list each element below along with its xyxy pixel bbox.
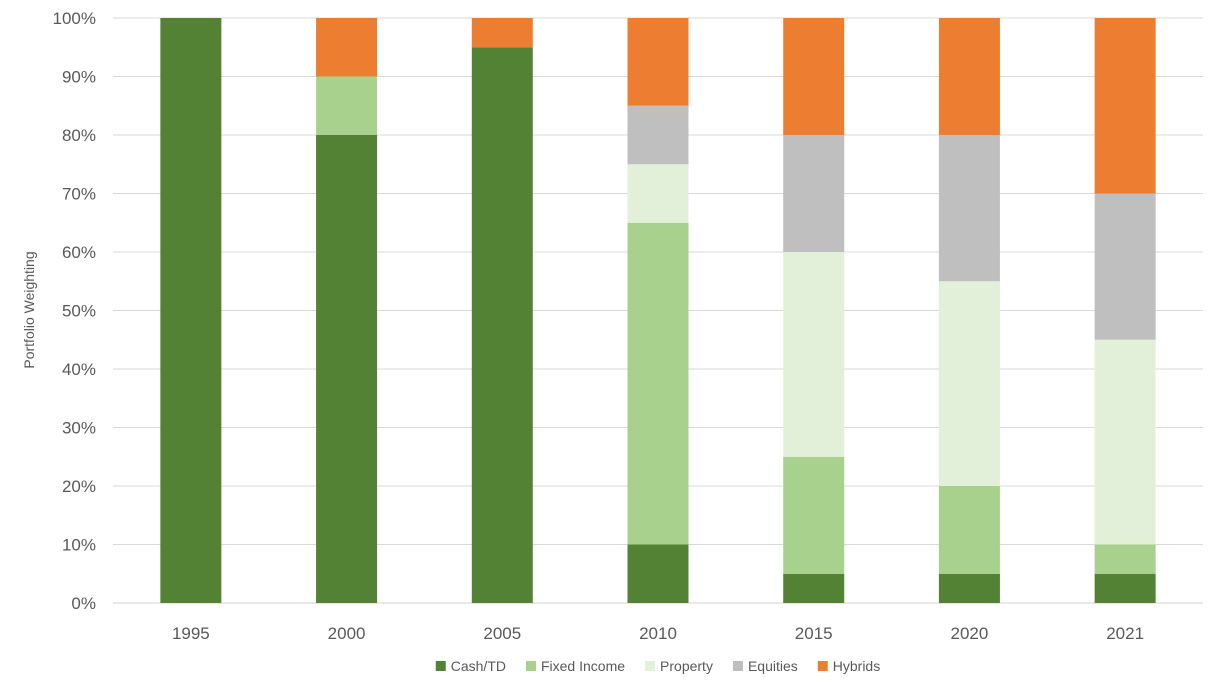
x-tick-label: 2015 bbox=[795, 624, 833, 643]
bar-segment-cash-td-2020 bbox=[938, 573, 1000, 603]
y-tick-label: 100% bbox=[53, 9, 96, 28]
x-tick-label: 2005 bbox=[483, 624, 521, 643]
legend-swatch-property bbox=[645, 661, 656, 671]
bar-segment-hybrids-2005 bbox=[471, 18, 533, 48]
y-tick-label: 70% bbox=[62, 185, 96, 204]
y-tick-label: 80% bbox=[62, 126, 96, 145]
y-axis-title: Portfolio Weighting bbox=[21, 251, 37, 368]
legend-item-equities: Equities bbox=[732, 658, 798, 674]
x-tick-label: 1995 bbox=[172, 624, 210, 643]
bar-segment-equities-2010 bbox=[627, 105, 689, 165]
bar-segment-property-2010 bbox=[627, 164, 689, 223]
y-tick-label: 60% bbox=[62, 243, 96, 262]
bar-segment-fixed-income-2015 bbox=[783, 456, 845, 574]
bar-segment-cash-td-2015 bbox=[783, 573, 845, 603]
bar-segment-hybrids-2000 bbox=[316, 18, 378, 77]
bar-segment-property-2015 bbox=[783, 252, 845, 457]
bars bbox=[160, 18, 1156, 603]
legend-label: Property bbox=[660, 658, 713, 674]
y-tick-label: 10% bbox=[62, 536, 96, 555]
y-tick-label: 40% bbox=[62, 360, 96, 379]
bar-segment-fixed-income-2010 bbox=[627, 222, 689, 545]
bar-segment-cash-td-1995 bbox=[160, 18, 222, 603]
x-axis-ticks: 1995 2000 2005 2010 2015 2020 2021 bbox=[172, 624, 1144, 643]
bar-segment-cash-td-2000 bbox=[316, 135, 378, 603]
y-tick-label: 20% bbox=[62, 477, 96, 496]
x-tick-label: 2000 bbox=[328, 624, 366, 643]
legend: Cash/TD Fixed Income Property Equities Hybri… bbox=[435, 658, 880, 674]
bar-segment-fixed-income-2020 bbox=[938, 486, 1000, 574]
legend-swatch-cash-td bbox=[435, 661, 446, 671]
y-tick-label: 50% bbox=[62, 302, 96, 321]
bar-segment-cash-td-2010 bbox=[627, 544, 689, 603]
bar-segment-property-2021 bbox=[1094, 339, 1156, 545]
legend-item-hybrids: Hybrids bbox=[817, 658, 880, 674]
bar-segment-equities-2021 bbox=[1094, 193, 1156, 340]
bar-segment-fixed-income-2021 bbox=[1094, 544, 1156, 574]
bar-segment-cash-td-2021 bbox=[1094, 573, 1156, 603]
y-tick-label: 0% bbox=[71, 594, 96, 613]
legend-label: Hybrids bbox=[833, 658, 880, 674]
x-tick-label: 2010 bbox=[639, 624, 677, 643]
y-tick-label: 90% bbox=[62, 68, 96, 87]
legend-item-cash-td: Cash/TD bbox=[435, 658, 506, 674]
x-tick-label: 2021 bbox=[1106, 624, 1144, 643]
legend-swatch-hybrids bbox=[817, 661, 828, 671]
legend-item-fixed-income: Fixed Income bbox=[525, 658, 625, 674]
legend-swatch-fixed-income bbox=[525, 661, 536, 671]
legend-swatch-equities bbox=[732, 661, 743, 671]
bar-segment-hybrids-2020 bbox=[938, 18, 1000, 135]
x-tick-label: 2020 bbox=[951, 624, 989, 643]
bar-segment-hybrids-2015 bbox=[783, 18, 845, 135]
legend-item-property: Property bbox=[645, 658, 713, 674]
bar-segment-fixed-income-2000 bbox=[316, 76, 378, 135]
legend-label: Equities bbox=[748, 658, 798, 674]
bar-segment-hybrids-2010 bbox=[627, 18, 689, 106]
bar-segment-equities-2020 bbox=[938, 135, 1000, 282]
y-axis-ticks: 0% 10% 20% 30% 40% 50% 60% 70% 80% 90% 100% bbox=[53, 9, 96, 613]
bar-segment-equities-2015 bbox=[783, 135, 845, 252]
bar-segment-hybrids-2021 bbox=[1094, 18, 1156, 194]
legend-label: Fixed Income bbox=[541, 658, 625, 674]
bar-segment-cash-td-2005 bbox=[471, 47, 533, 603]
y-tick-label: 30% bbox=[62, 419, 96, 438]
legend-label: Cash/TD bbox=[451, 658, 506, 674]
bar-segment-property-2020 bbox=[938, 281, 1000, 486]
